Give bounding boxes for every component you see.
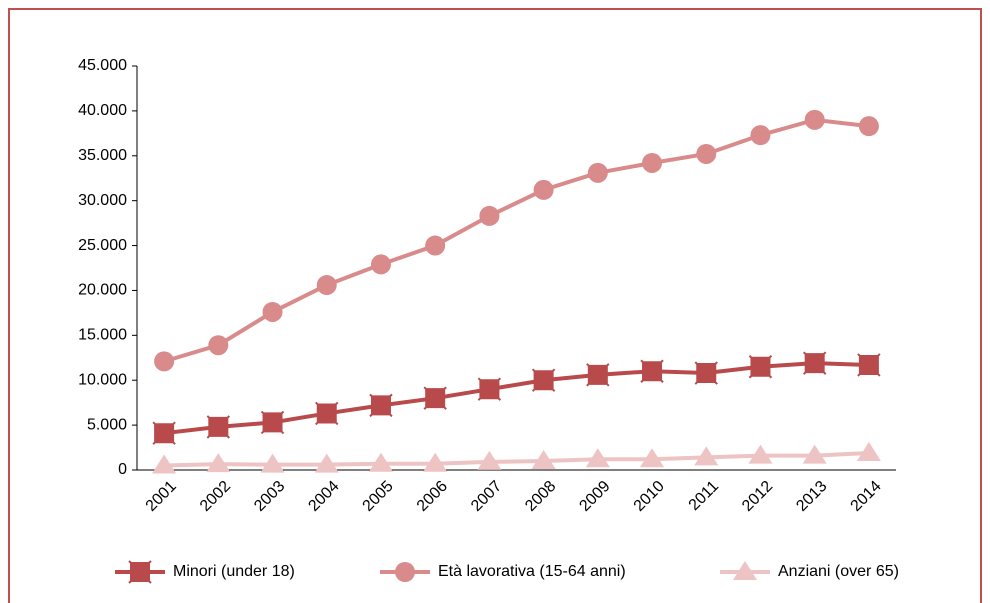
x-tick-label: 2003: [251, 478, 288, 515]
y-tick-label: 0: [118, 461, 127, 478]
series-line: [163, 117, 870, 364]
y-tick-label: 45.000: [78, 57, 127, 74]
frame: [8, 8, 982, 603]
y-tick-label: 40.000: [78, 102, 127, 119]
y-tick-label: 30.000: [78, 192, 127, 209]
data-point: [696, 143, 717, 164]
data-point: [858, 116, 879, 137]
data-point: [368, 452, 393, 472]
data-point: [531, 368, 556, 392]
series-line: [164, 450, 869, 468]
x-tick-label: 2002: [197, 478, 234, 515]
x-tick-label: 2006: [414, 478, 451, 515]
data-point: [260, 453, 285, 473]
x-tick-label: 2014: [848, 478, 885, 515]
y-tick-label: 35.000: [78, 147, 127, 164]
data-point: [586, 363, 610, 387]
y-tick-label: 15.000: [78, 327, 127, 344]
data-point: [208, 335, 229, 356]
legend-label: Minori (under 18): [173, 563, 295, 580]
data-point: [533, 179, 554, 200]
x-tick-label: 2005: [360, 478, 397, 515]
y-tick-label: 25.000: [78, 237, 127, 254]
x-tick-label: 2011: [686, 478, 722, 514]
x-tick-label: 2008: [522, 478, 559, 515]
data-point: [694, 446, 719, 466]
x-tick-label: 2004: [305, 478, 342, 515]
data-point: [587, 162, 608, 183]
legend-label: Anziani (over 65): [778, 563, 899, 580]
legend-marker: [395, 562, 415, 582]
data-point: [750, 125, 771, 146]
data-point: [314, 453, 339, 473]
x-tick-label: 2001: [143, 478, 180, 515]
data-point: [423, 386, 447, 410]
data-point: [857, 353, 881, 377]
data-point: [477, 377, 502, 401]
data-point: [206, 415, 231, 439]
x-tick-label: 2007: [468, 478, 505, 515]
y-tick-label: 5.000: [87, 416, 127, 433]
data-point: [423, 452, 448, 472]
data-point: [694, 361, 718, 385]
data-point: [152, 454, 177, 474]
data-point: [642, 152, 663, 173]
data-point: [260, 410, 285, 435]
y-tick-label: 20.000: [78, 282, 127, 299]
data-point: [479, 205, 500, 226]
data-point: [804, 109, 825, 130]
data-point: [369, 393, 393, 418]
x-tick-label: 2013: [793, 478, 830, 515]
data-point: [531, 450, 556, 470]
data-point: [802, 444, 827, 464]
legend-marker: [733, 561, 757, 580]
data-point: [856, 441, 881, 461]
data-point: [748, 355, 773, 379]
data-point: [585, 448, 610, 468]
data-point: [640, 359, 664, 383]
data-point: [425, 235, 446, 256]
legend-label: Età lavorativa (15-64 anni): [438, 563, 626, 580]
data-point: [748, 444, 773, 464]
data-point: [315, 401, 339, 426]
data-point: [802, 351, 827, 375]
legend-marker: [128, 560, 152, 584]
data-point: [477, 450, 502, 470]
data-point: [316, 275, 337, 296]
x-tick-label: 2009: [576, 478, 613, 515]
data-point: [152, 421, 176, 445]
data-point: [154, 351, 175, 372]
data-point: [206, 453, 231, 473]
data-point: [370, 254, 391, 275]
data-point: [640, 448, 665, 468]
y-tick-label: 10.000: [78, 371, 127, 388]
data-point: [262, 301, 283, 322]
x-tick-label: 2012: [739, 478, 776, 515]
x-tick-label: 2010: [631, 478, 668, 515]
